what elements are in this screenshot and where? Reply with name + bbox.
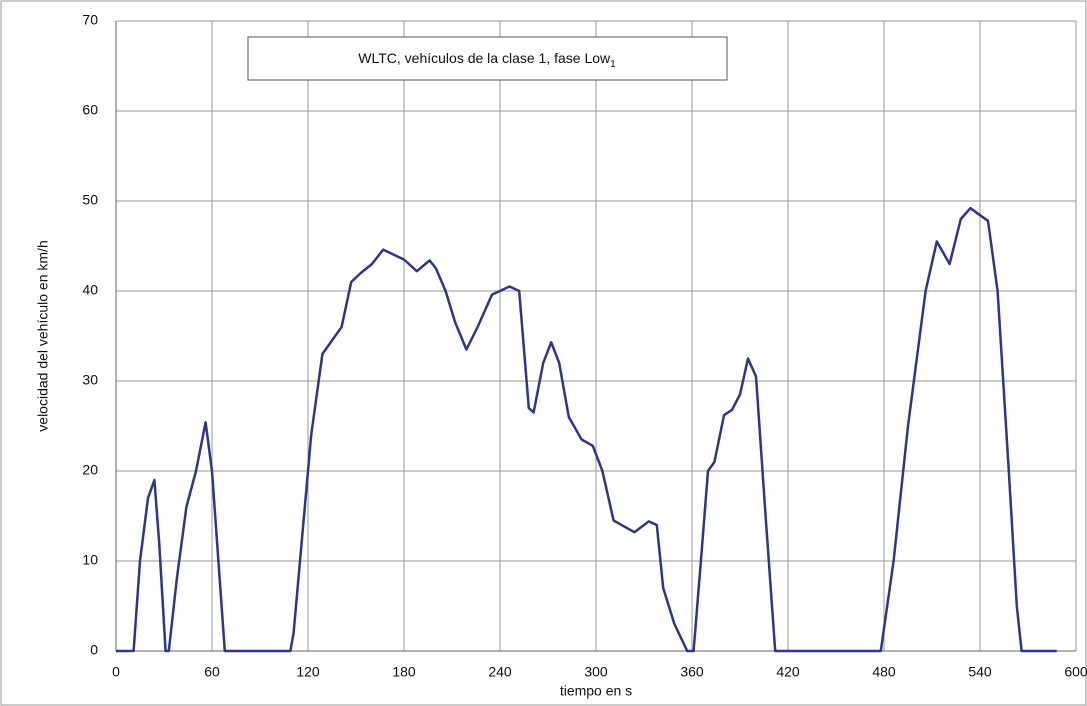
y-tick-label: 10 xyxy=(82,552,98,568)
y-tick-label: 20 xyxy=(82,462,98,478)
chart-title: WLTC, vehículos de la clase 1, fase Low1 xyxy=(358,50,616,70)
x-tick-label: 300 xyxy=(584,664,608,680)
title-box xyxy=(247,36,728,81)
data-line xyxy=(116,206,1057,653)
x-axis-title: tiempo en s xyxy=(560,683,632,699)
x-tick-label: 180 xyxy=(392,664,416,680)
y-axis-title: velocidad del vehículo en km/h xyxy=(35,240,51,431)
x-tick-label: 120 xyxy=(296,664,320,680)
x-tick-label: 480 xyxy=(872,664,896,680)
y-tick-label: 50 xyxy=(82,192,98,208)
title-text: WLTC, vehículos de la clase 1, fase Low xyxy=(358,50,611,66)
y-tick-label: 30 xyxy=(82,372,98,388)
x-tick-label: 420 xyxy=(776,664,800,680)
x-tick-label: 240 xyxy=(488,664,512,680)
x-tick-label: 0 xyxy=(112,664,120,680)
y-tick-label: 60 xyxy=(82,102,98,118)
x-tick-label: 600 xyxy=(1064,664,1087,680)
x-tick-label: 360 xyxy=(680,664,704,680)
x-tick-label: 60 xyxy=(204,664,220,680)
y-tick-label: 70 xyxy=(82,12,98,28)
y-tick-label: 40 xyxy=(82,282,98,298)
x-tick-label: 540 xyxy=(968,664,992,680)
title-subscript: 1 xyxy=(610,59,616,70)
y-tick-label: 0 xyxy=(90,642,98,658)
